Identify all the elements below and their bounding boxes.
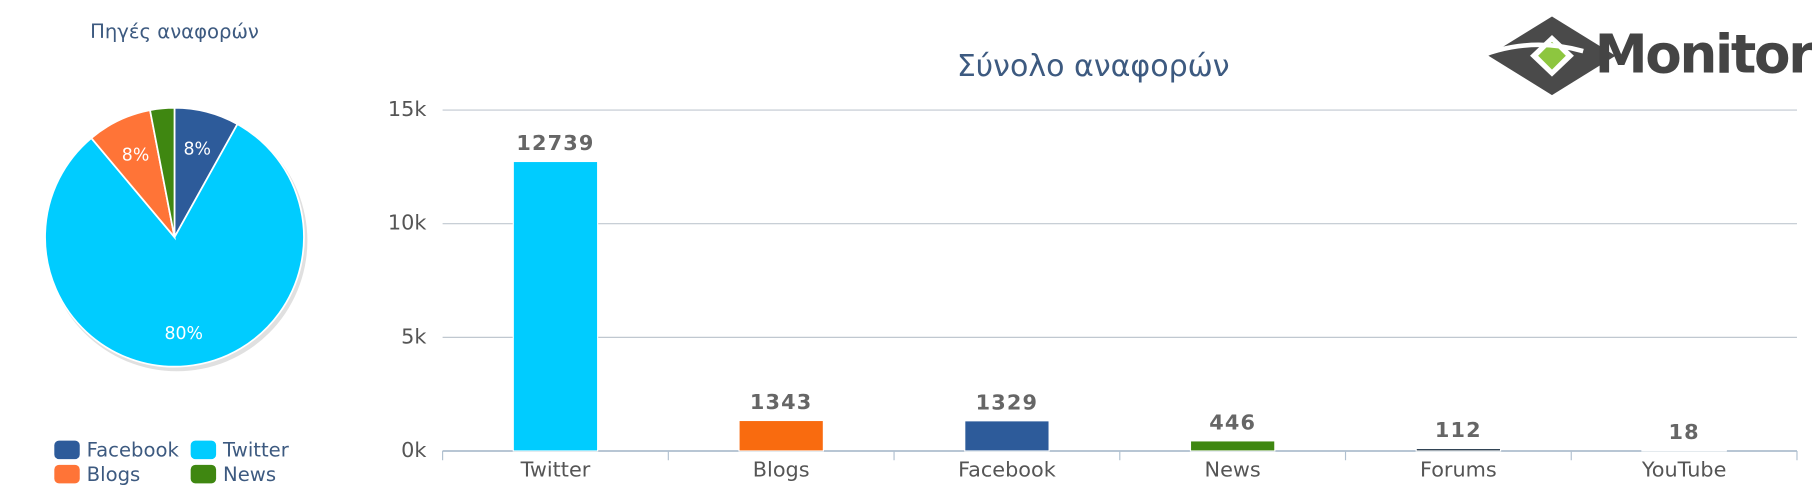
legend-swatch [190,464,217,484]
logo-text: Monitor [1595,24,1812,86]
bar-value-label: 1343 [750,390,813,414]
pie-label: 8% [184,140,211,160]
logo-swoosh [1468,42,1584,63]
legend-label: News [223,463,276,486]
y-tick-label: 10k [388,211,427,235]
pie-title: Πηγές αναφορών [90,20,259,43]
x-tick-label: YouTube [1641,458,1727,482]
y-tick-label: 15k [388,97,427,121]
legend-swatch [54,440,80,460]
legend-swatch [190,440,217,460]
pie-slice [44,122,305,368]
x-tick-label: Forums [1420,458,1497,482]
bar [1415,447,1502,452]
x-tick-label: News [1205,458,1261,482]
y-tick-label: 0k [401,438,426,462]
legend-label: Twitter [222,438,290,461]
bar [512,160,599,452]
pie-label: 80% [164,324,203,344]
x-tick-label: Twitter [520,458,591,482]
logo-diamond-core [1538,41,1566,70]
bar-value-label: 12739 [516,131,594,155]
bar-title: Σύνολο αναφορών [957,49,1230,84]
logo: Monitor [1468,16,1812,96]
bar-value-label: 1329 [976,390,1039,414]
bar [964,420,1050,452]
bar-value-label: 18 [1668,420,1699,444]
x-tick-label: Blogs [753,458,810,482]
bar-value-label: 112 [1435,418,1482,442]
legend-label: Blogs [87,463,141,486]
pie-slice [148,106,176,238]
bar [738,419,824,452]
bar-value-label: 446 [1209,411,1256,435]
pie-label: 8% [122,145,150,165]
x-tick-label: Facebook [958,458,1056,482]
y-tick-label: 5k [401,324,426,348]
bar [1189,440,1276,452]
legend-swatch [54,464,80,484]
legend-label: Facebook [87,438,180,461]
